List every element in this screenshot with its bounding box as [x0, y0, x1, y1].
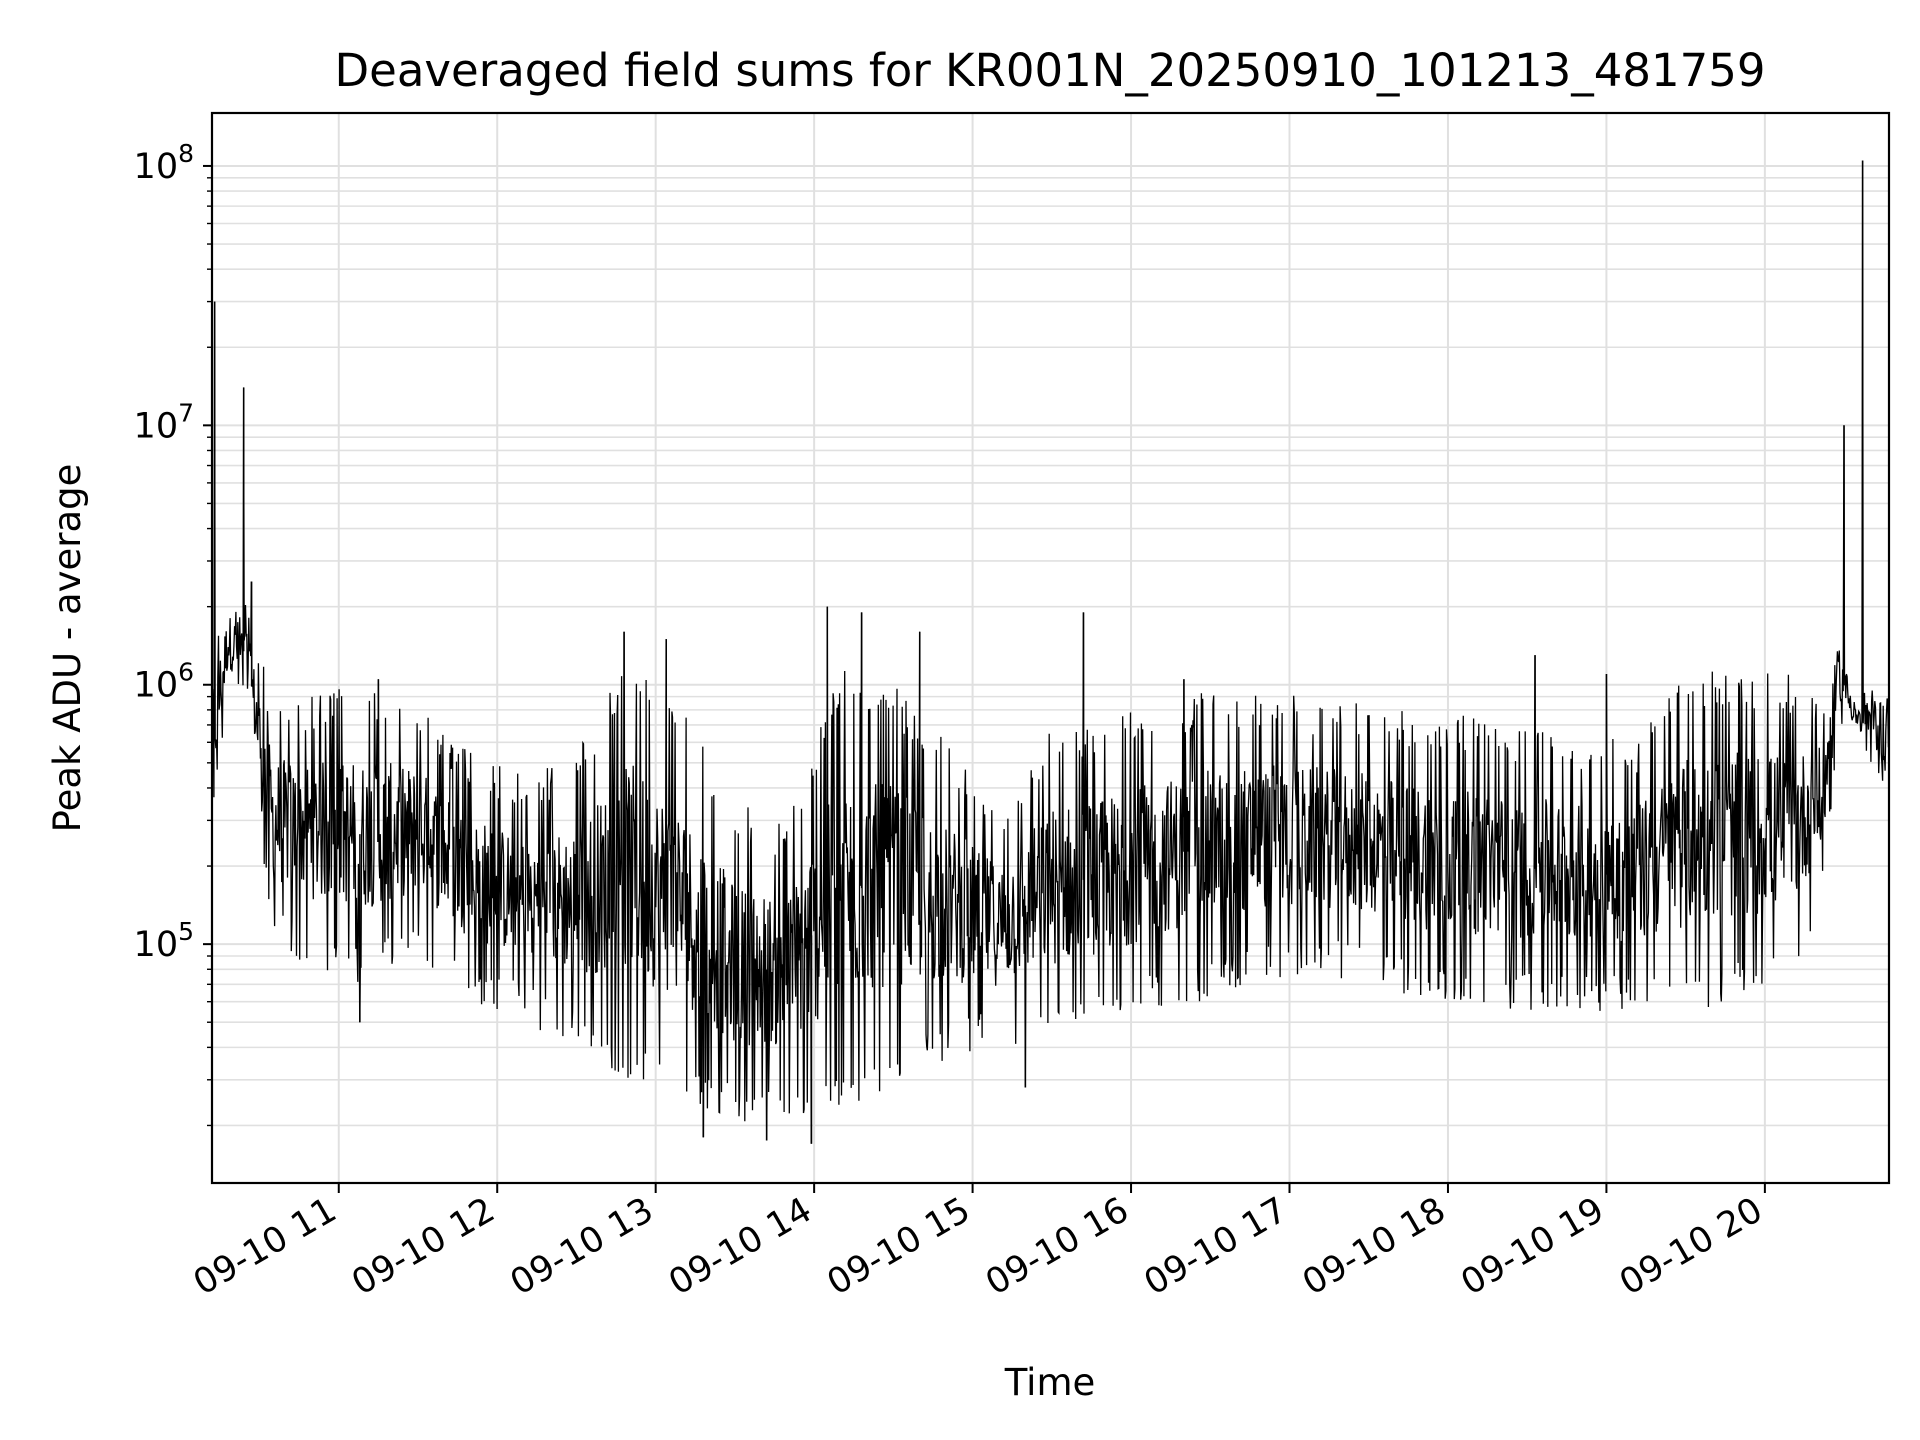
y-tick-label: 107 — [134, 398, 194, 446]
data-line — [211, 160, 1890, 1144]
series-line — [211, 160, 1890, 1144]
y-tick-label: 105 — [134, 917, 194, 965]
y-tick-label: 108 — [134, 139, 194, 187]
plot-frame — [210, 111, 1891, 1185]
chart-title: Deaveraged field sums for KR001N_2025091… — [335, 44, 1766, 97]
y-axis-label: Peak ADU - average — [46, 464, 89, 833]
x-axis-label: Time — [1004, 1361, 1096, 1404]
y-tick-label: 106 — [134, 658, 194, 706]
